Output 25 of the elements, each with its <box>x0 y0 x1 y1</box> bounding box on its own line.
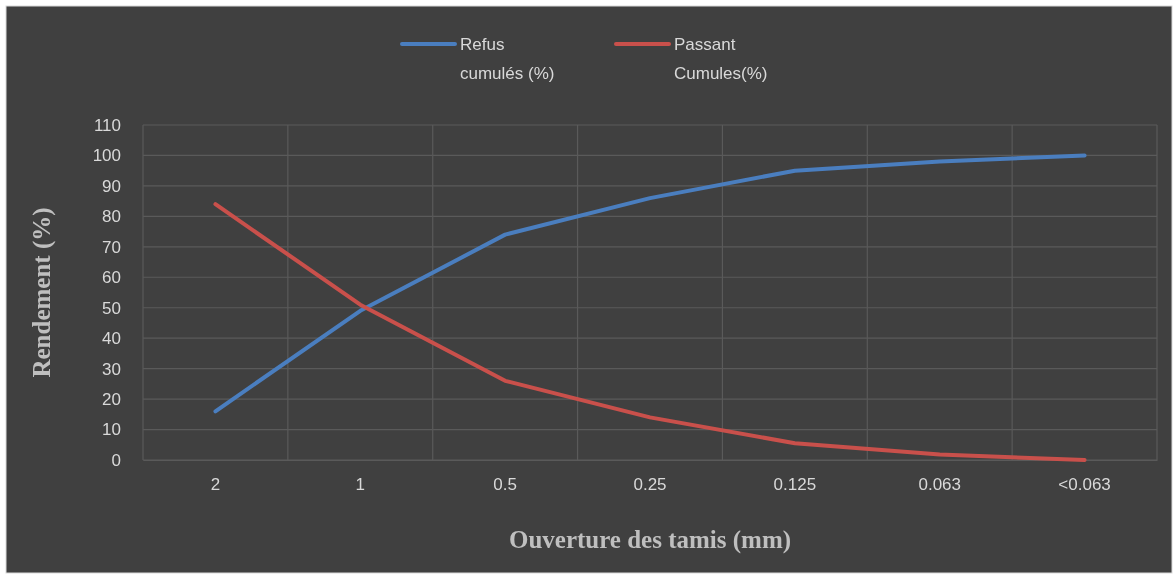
x-tick-label: 0.25 <box>633 475 667 495</box>
legend-label: Passant Cumules(%) <box>674 35 768 83</box>
y-tick-label: 40 <box>102 329 121 349</box>
x-tick-label: 2 <box>210 475 221 495</box>
x-tick-label: 0.063 <box>918 475 961 495</box>
y-tick-label: 100 <box>92 146 121 166</box>
y-tick-label: 50 <box>102 298 121 318</box>
x-tick-label: 0.125 <box>773 475 817 495</box>
y-axis-title: Rendement (%) <box>28 207 56 378</box>
y-tick-label: 70 <box>102 237 121 257</box>
x-tick-label: 0.5 <box>493 475 517 495</box>
y-tick-label: 60 <box>102 268 121 288</box>
y-tick-label: 0 <box>111 450 121 470</box>
y-tick-label: 10 <box>102 420 121 440</box>
line-series <box>213 202 1087 462</box>
y-tick-label: 90 <box>102 176 121 196</box>
x-tick-label: <0.063 <box>1058 475 1111 495</box>
x-axis-title: Ouverture des tamis (mm) <box>508 526 792 554</box>
legend-label: Refus cumulés (%) <box>460 35 555 83</box>
y-tick-label: 20 <box>102 390 121 410</box>
y-tick-label: 110 <box>93 115 121 135</box>
x-tick-label: 1 <box>355 475 366 495</box>
y-tick-label: 30 <box>102 359 121 379</box>
line-series <box>213 153 1087 414</box>
y-tick-label: 80 <box>102 207 121 227</box>
